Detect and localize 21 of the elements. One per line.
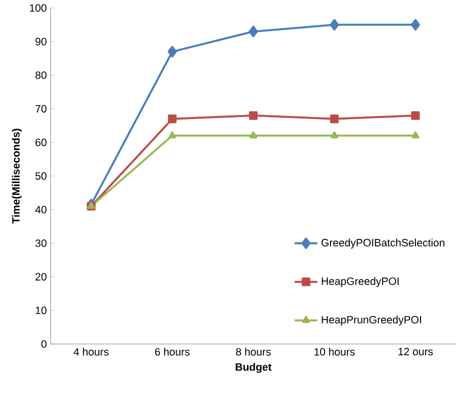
y-tick-label: 40 (35, 206, 46, 214)
legend-label: GreedyPOIBatchSelection (322, 238, 444, 249)
y-tick-label: 10 (36, 306, 46, 314)
y-tick-label: 0 (41, 340, 46, 348)
y-tick-label: 70 (36, 105, 46, 113)
legend-label: HeapGreedyPOI (322, 277, 399, 288)
y-axis-title: Time(Milliseconds) (12, 128, 22, 224)
y-tick-label: 100 (30, 4, 46, 12)
x-tick-label: 6 hours (155, 348, 190, 356)
y-tick-label: 90 (36, 38, 46, 46)
x-tick-label: 8 hours (236, 348, 271, 356)
x-tick-label: 10 hours (314, 348, 355, 356)
legend-label: HeapPrunGreedyPOI (322, 316, 422, 326)
y-tick-label: 20 (36, 273, 46, 281)
x-tick-label: 4 hours (74, 348, 109, 356)
y-tick-label: 30 (35, 239, 46, 247)
y-tick-label: 50 (35, 172, 46, 180)
x-tick-label: 12 ours (398, 348, 433, 356)
x-axis-title: Budget (236, 362, 272, 373)
y-tick-label: 80 (35, 71, 46, 79)
y-tick-label: 60 (36, 138, 46, 146)
